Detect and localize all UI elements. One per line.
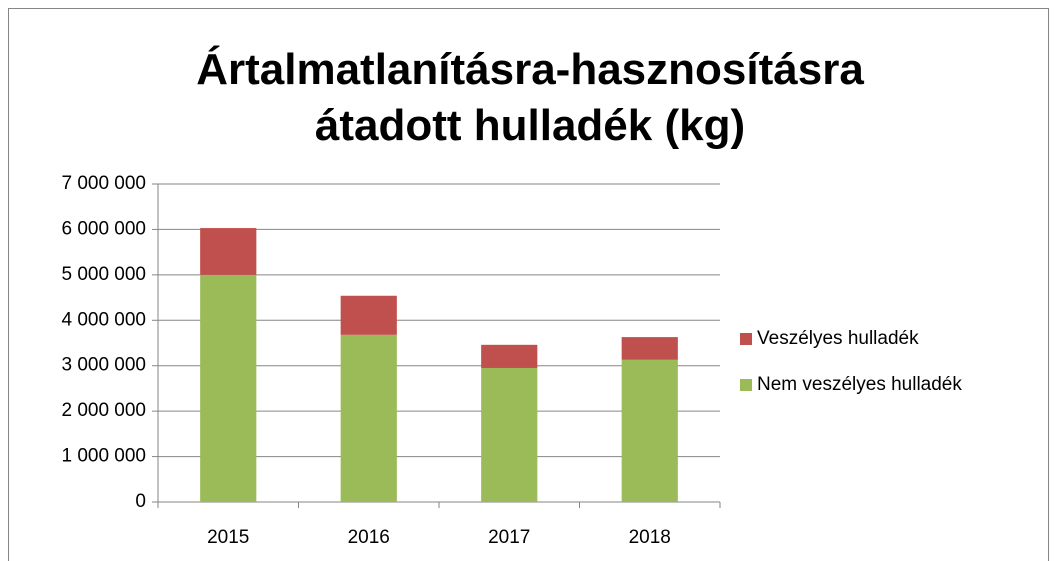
bar-segment (340, 295, 397, 335)
x-tick-label: 2018 (629, 527, 671, 548)
y-tick-label: 3 000 000 (61, 355, 146, 376)
bar-segment (621, 359, 678, 502)
y-tick-label: 4 000 000 (61, 309, 146, 330)
legend-label: Veszélyes hulladék (757, 328, 919, 349)
x-tick-label: 2017 (488, 527, 530, 548)
bar-segment (340, 334, 397, 502)
legend-swatch (740, 333, 752, 345)
x-tick-label: 2015 (207, 527, 249, 548)
bar-segment (621, 337, 678, 360)
legend-label: Nem veszélyes hulladék (757, 374, 962, 395)
x-tick-label: 2016 (348, 527, 390, 548)
bar-segment (481, 344, 538, 368)
y-tick-label: 5 000 000 (61, 264, 146, 285)
chart-border (8, 8, 1049, 561)
bar-segment (200, 228, 257, 275)
bar-segment (481, 367, 538, 502)
y-tick-label: 6 000 000 (61, 218, 146, 239)
chart-title: Ártalmatlanításra-hasznosításra átadott … (196, 45, 864, 150)
y-tick-label: 7 000 000 (61, 173, 146, 194)
y-tick-label: 1 000 000 (61, 446, 146, 467)
bar-segment (200, 274, 257, 502)
y-tick-label: 2 000 000 (61, 400, 146, 421)
y-tick-label: 0 (135, 491, 146, 512)
legend-swatch (740, 379, 752, 391)
